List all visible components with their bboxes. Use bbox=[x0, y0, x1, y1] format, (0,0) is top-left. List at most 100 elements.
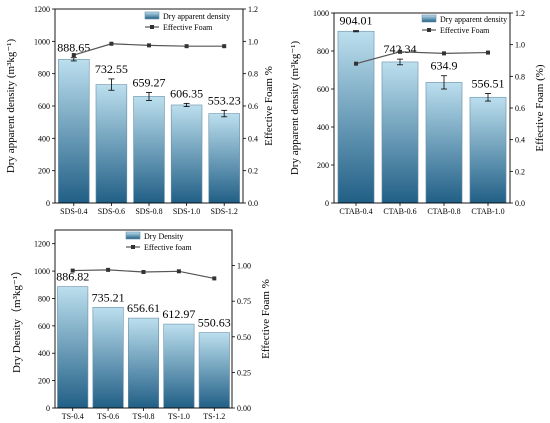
y-tick-label: 1000 bbox=[34, 37, 50, 46]
y2-tick-label: 1.2 bbox=[515, 9, 525, 18]
x-tick-label: TS-0.4 bbox=[62, 412, 84, 421]
bar bbox=[337, 30, 375, 204]
series-point bbox=[147, 43, 151, 48]
bar bbox=[133, 96, 165, 204]
y-tick-label: 800 bbox=[317, 47, 329, 56]
y2-tick-label: 1.0 bbox=[248, 37, 258, 46]
y2-axis-label: Effective Foam % bbox=[260, 279, 272, 359]
series-line bbox=[355, 51, 489, 65]
legend-swatch-bar bbox=[125, 231, 141, 240]
data-label: 886.82 bbox=[56, 270, 89, 284]
y2-tick-label: 0.2 bbox=[248, 167, 258, 176]
series-point bbox=[222, 44, 227, 49]
x-tick-label: TS-1.0 bbox=[168, 412, 190, 421]
data-label: 550.63 bbox=[198, 316, 231, 330]
y-tick-label: 1000 bbox=[34, 267, 50, 276]
y-axis-label: Dry apparent density (m³kg⁻¹) bbox=[289, 41, 301, 176]
legend-swatch-marker bbox=[427, 28, 431, 32]
y-tick-label: 200 bbox=[38, 377, 50, 386]
bar bbox=[163, 323, 195, 409]
bar bbox=[469, 96, 507, 204]
y2-tick-label: 0.6 bbox=[248, 102, 258, 111]
y2-tick-label: 0.8 bbox=[248, 70, 258, 79]
y-tick-label: 1000 bbox=[313, 9, 329, 18]
y2-tick-label: 0.50 bbox=[237, 333, 251, 342]
y-tick-label: 400 bbox=[38, 349, 50, 358]
data-label: 904.01 bbox=[340, 14, 373, 28]
y2-tick-label: 0.6 bbox=[515, 104, 525, 113]
x-tick-label: CTAB-0.8 bbox=[427, 207, 460, 216]
x-tick-label: CTAB-0.4 bbox=[339, 207, 372, 216]
legend-label: Dry apparent density bbox=[163, 12, 230, 21]
data-label: 634.9 bbox=[431, 59, 458, 73]
y2-tick-label: 0.00 bbox=[237, 404, 251, 413]
x-tick-label: SDS-1.2 bbox=[211, 207, 238, 216]
y-tick-label: 1200 bbox=[34, 240, 50, 249]
data-label: 606.35 bbox=[170, 86, 203, 100]
y2-tick-label: 0.2 bbox=[515, 167, 525, 176]
legend-label: Effective Foam bbox=[163, 23, 213, 32]
y-axis-label: Dry Density（m³kg⁻¹） bbox=[10, 265, 23, 373]
y-tick-label: 600 bbox=[317, 85, 329, 94]
x-tick-label: TS-0.8 bbox=[133, 412, 155, 421]
x-tick-label: SDS-1.0 bbox=[173, 207, 200, 216]
y2-tick-label: 1.0 bbox=[515, 41, 525, 50]
bar bbox=[58, 59, 90, 204]
y2-tick-label: 1.2 bbox=[248, 5, 258, 14]
data-label: 553.23 bbox=[208, 93, 241, 107]
y2-tick-label: 0.8 bbox=[515, 72, 525, 81]
x-tick-label: TS-1.2 bbox=[203, 412, 225, 421]
y-tick-label: 600 bbox=[38, 322, 50, 331]
legend-swatch-bar bbox=[421, 14, 437, 23]
y-tick-label: 0 bbox=[46, 404, 50, 413]
y-tick-label: 400 bbox=[317, 123, 329, 132]
legend-label: Effective Foam bbox=[440, 26, 490, 35]
y-axis-label: Dry apparent density (m³kg⁻¹) bbox=[5, 39, 17, 174]
y2-tick-label: 1.00 bbox=[237, 262, 251, 271]
chart-panel-ctab: 904.01 742.34 634.9 556.51 0 200 400 600 800 1000… bbox=[289, 9, 546, 216]
x-tick-label: SDS-0.6 bbox=[98, 207, 125, 216]
data-label: 612.97 bbox=[162, 307, 195, 321]
legend-label: Dry apparent density bbox=[440, 15, 507, 24]
y-tick-label: 400 bbox=[38, 134, 50, 143]
y-tick-label: 200 bbox=[317, 161, 329, 170]
series-point bbox=[141, 270, 146, 275]
series-point bbox=[70, 268, 75, 273]
legend-label: Dry Density bbox=[144, 232, 183, 241]
legend-swatch-marker bbox=[150, 25, 154, 29]
series-point bbox=[442, 51, 446, 56]
y-tick-label: 0 bbox=[325, 199, 329, 208]
y-tick-label: 800 bbox=[38, 294, 50, 303]
y-tick-label: 800 bbox=[38, 70, 50, 79]
series-point bbox=[398, 49, 402, 54]
series-point bbox=[109, 41, 114, 46]
x-tick-label: CTAB-0.6 bbox=[383, 207, 416, 216]
y-tick-label: 0 bbox=[46, 199, 50, 208]
data-label: 735.21 bbox=[92, 290, 125, 304]
data-label: 556.51 bbox=[472, 76, 505, 90]
legend-swatch-bar bbox=[144, 11, 160, 20]
data-label: 659.27 bbox=[133, 75, 166, 89]
bar bbox=[381, 61, 419, 204]
bar bbox=[92, 307, 124, 409]
y2-tick-label: 0.4 bbox=[248, 134, 258, 143]
data-label: 742.34 bbox=[384, 42, 417, 56]
y2-tick-label: 0.0 bbox=[515, 199, 525, 208]
bar bbox=[57, 286, 89, 409]
series-point bbox=[176, 269, 181, 274]
y-tick-label: 600 bbox=[38, 102, 50, 111]
bar bbox=[95, 84, 128, 204]
y-tick-label: 200 bbox=[38, 167, 50, 176]
y2-tick-label: 0.25 bbox=[237, 368, 251, 377]
x-tick-label: SDS-0.8 bbox=[135, 207, 162, 216]
legend-swatch-marker bbox=[131, 245, 135, 249]
series-point bbox=[212, 276, 217, 281]
data-label: 888.65 bbox=[57, 41, 90, 55]
series-point bbox=[106, 267, 111, 272]
legend-label: Effective foam bbox=[144, 243, 192, 252]
y-tick-label: 1200 bbox=[34, 5, 50, 14]
x-tick-label: TS-0.6 bbox=[97, 412, 119, 421]
bar bbox=[208, 113, 240, 204]
bar bbox=[127, 317, 160, 409]
series-point bbox=[486, 50, 490, 55]
